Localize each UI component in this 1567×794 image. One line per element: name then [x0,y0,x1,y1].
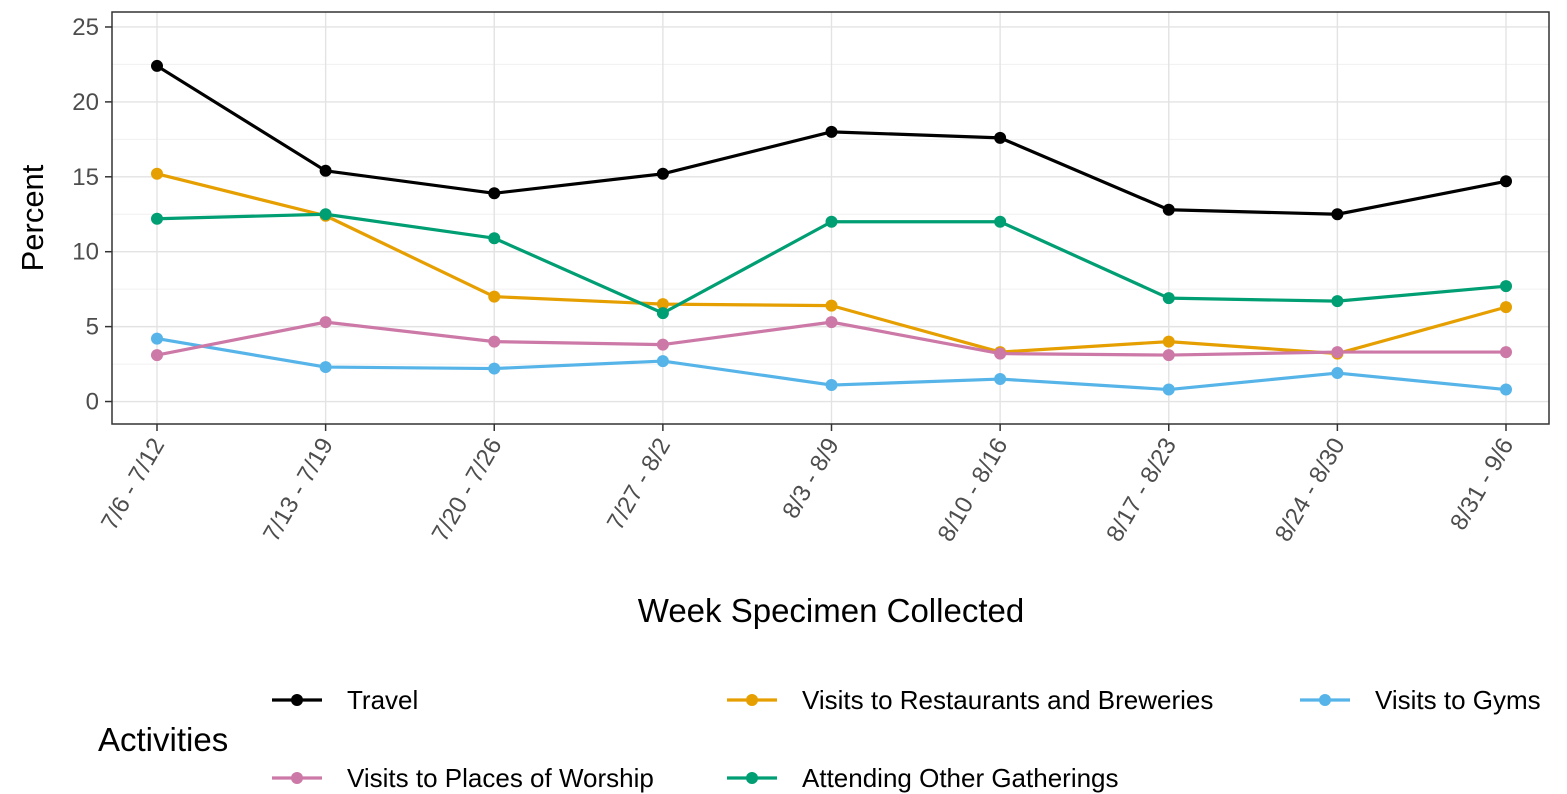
y-tick-label: 0 [86,389,99,416]
legend-key-point [1319,694,1331,706]
data-point [488,187,501,200]
x-tick-label: 8/31 - 9/6 [1445,434,1519,535]
data-point [319,361,332,374]
data-point [1500,346,1512,359]
data-point [1331,367,1344,380]
data-point [151,332,163,345]
data-point [151,59,163,72]
legend-key-point [746,694,758,706]
legend-key-point [291,772,303,784]
legend-label: Attending Other Gatherings [802,763,1119,793]
x-tick-label: 8/10 - 8/16 [933,434,1014,547]
data-point [656,355,669,368]
y-tick-label: 20 [72,89,99,116]
x-axis: 7/6 - 7/12 7/13 - 7/19 7/20 - 7/26 7/27 - 8… [96,424,1519,546]
data-point [1162,383,1175,396]
data-point [825,379,838,392]
y-tick-label: 25 [72,14,99,41]
y-axis: 0 5 10 15 20 25 [72,14,112,416]
data-point [1331,208,1344,221]
data-point [825,125,838,138]
legend-item: Visits to Gyms [1300,685,1541,715]
data-point [1500,280,1512,293]
data-point [994,131,1007,144]
legend-label: Visits to Restaurants and Breweries [802,685,1213,715]
x-tick-label: 7/20 - 7/26 [427,434,508,547]
data-point [151,349,163,362]
data-point [319,316,332,329]
legend-key-point [291,694,303,706]
series-layer [151,59,1512,396]
legend-item: Visits to Restaurants and Breweries [727,685,1213,715]
data-point [1162,349,1175,362]
series-attending-other-gatherings [151,208,1512,320]
data-point [488,362,501,375]
y-tick-label: 5 [86,314,99,341]
data-point [994,347,1007,360]
plot-panel-border [111,11,1550,425]
legend-label: Visits to Gyms [1375,685,1541,715]
legend-title: Activities [98,721,228,758]
data-point [825,299,838,312]
data-point [488,335,501,348]
legend-label: Visits to Places of Worship [347,763,654,793]
x-tick-label: 7/13 - 7/19 [258,434,339,547]
y-axis-title: Percent [15,164,50,271]
y-tick-label: 10 [72,239,99,266]
data-point [1162,335,1175,348]
series-visits-to-gyms [151,332,1512,396]
data-point [319,208,332,221]
legend-label: Travel [347,685,418,715]
x-tick-label: 8/17 - 8/23 [1101,434,1182,547]
data-point [1331,346,1344,359]
data-point [656,298,669,311]
data-point [488,290,501,303]
x-axis-title: Week Specimen Collected [638,592,1024,629]
data-point [151,212,163,225]
data-point [994,373,1007,386]
data-point [151,167,163,180]
data-point [1162,203,1175,216]
data-point [488,232,501,245]
series-visits-to-places-of-worship [151,316,1512,362]
legend: Travel Visits to Restaurants and Brewerie… [272,685,1541,793]
x-tick-label: 7/6 - 7/12 [96,434,170,535]
series-travel [151,59,1512,221]
legend-item: Travel [272,685,418,715]
y-tick-label: 15 [72,164,99,191]
legend-item: Attending Other Gatherings [727,763,1119,793]
data-point [1500,383,1512,396]
data-point [1162,292,1175,305]
data-point [1500,301,1512,314]
data-point [825,316,838,329]
legend-key-point [746,772,758,784]
data-point [656,338,669,351]
legend-item: Visits to Places of Worship [272,763,654,793]
data-point [656,167,669,180]
data-point [1500,175,1512,188]
data-point [1331,295,1344,308]
x-tick-label: 7/27 - 8/2 [602,434,676,535]
x-tick-label: 8/24 - 8/30 [1270,434,1351,547]
data-point [319,164,332,177]
x-tick-label: 8/3 - 8/9 [777,434,844,524]
data-point [994,215,1007,228]
data-point [825,215,838,228]
data-point [656,307,669,320]
